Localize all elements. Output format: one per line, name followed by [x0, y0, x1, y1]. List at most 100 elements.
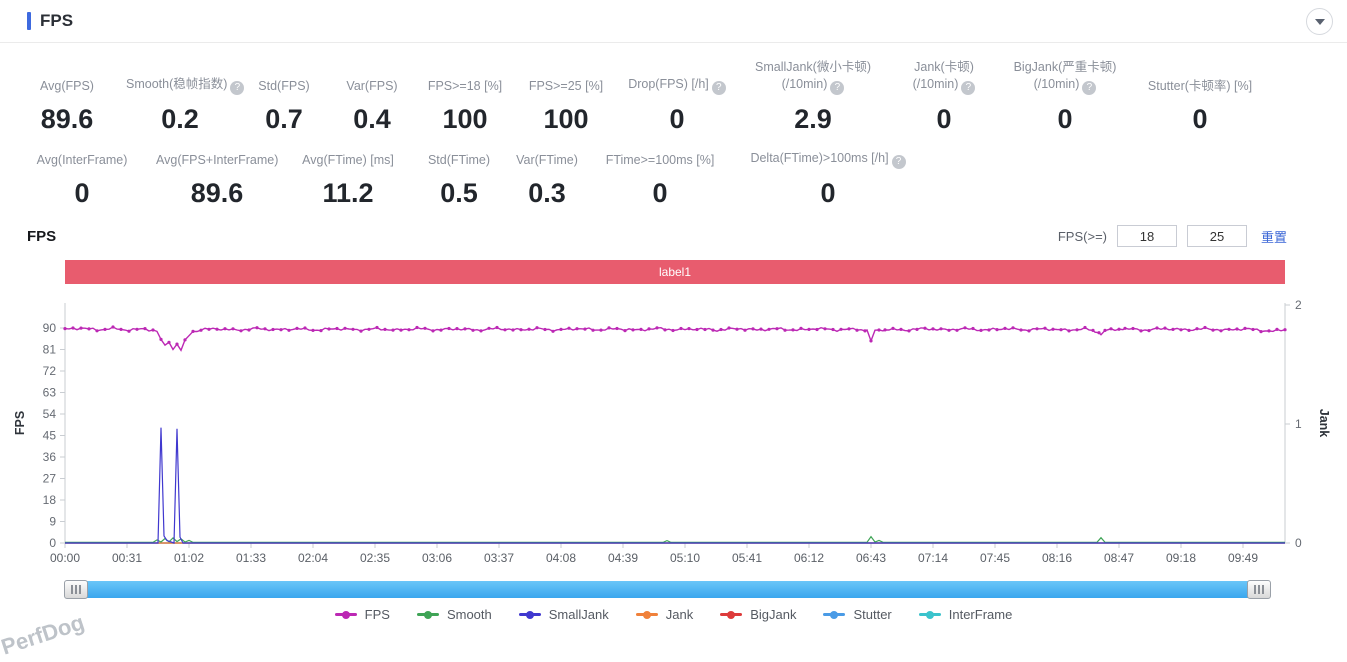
- legend-label: Smooth: [446, 607, 492, 622]
- stat-label: Delta(FTime)>100ms [/h]?: [734, 150, 922, 169]
- legend-label: InterFrame: [948, 607, 1013, 622]
- svg-text:18: 18: [43, 493, 57, 507]
- stat-label-line2: (/10min)?: [742, 76, 884, 95]
- help-icon[interactable]: ?: [830, 81, 845, 95]
- help-icon[interactable]: ?: [1082, 81, 1097, 95]
- svg-text:1: 1: [1295, 417, 1302, 431]
- slider-left-handle[interactable]: [64, 580, 88, 599]
- stat-label: Drop(FPS) [/h]?: [620, 76, 734, 95]
- help-icon[interactable]: ?: [230, 81, 245, 95]
- stat-value: 0: [652, 178, 668, 208]
- svg-text:01:02: 01:02: [174, 551, 204, 565]
- svg-text:36: 36: [43, 450, 57, 464]
- legend-item-jank[interactable]: Jank: [635, 607, 694, 622]
- fps-jank-chart[interactable]: 0 9 18 27 36 45 54 63 72 81 90 0 1 2 00:00 00:31 01:02 01…: [0, 288, 1347, 580]
- stat: Std(FPS) 0.7: [238, 61, 330, 134]
- svg-text:0: 0: [49, 536, 56, 550]
- legend-label: FPS: [364, 607, 390, 622]
- svg-text:06:43: 06:43: [856, 551, 886, 565]
- stat: SmallJank(微小卡顿) (/10min)? 2.9: [738, 59, 888, 134]
- collapse-button[interactable]: [1306, 7, 1333, 35]
- stat: Jank(卡顿) (/10min)? 0: [888, 59, 1000, 134]
- reset-link[interactable]: 重置: [1260, 229, 1287, 245]
- stat-value: 0.4: [353, 104, 391, 134]
- stat-label: Avg(FPS+InterFrame): [156, 153, 279, 167]
- svg-text:02:35: 02:35: [360, 551, 390, 565]
- svg-text:06:12: 06:12: [794, 551, 824, 565]
- svg-text:04:39: 04:39: [608, 551, 638, 565]
- legend-label: Jank: [665, 607, 694, 622]
- stat: Var(FPS) 0.4: [330, 61, 414, 134]
- svg-text:09:49: 09:49: [1228, 551, 1258, 565]
- svg-text:72: 72: [43, 364, 57, 378]
- legend-item-smooth[interactable]: Smooth: [416, 607, 492, 622]
- svg-text:63: 63: [43, 386, 57, 400]
- stats-summary: Avg(FPS) 89.6 Smooth(稳帧指数)? 0.2 Std(FPS) 0.7 V…: [0, 43, 1347, 208]
- fps-threshold-min-input[interactable]: [1116, 225, 1177, 247]
- stat-value: 2.9: [794, 104, 832, 134]
- legend-item-smalljank[interactable]: SmallJank: [518, 607, 609, 622]
- legend-item-stutter[interactable]: Stutter: [823, 607, 892, 622]
- stat: Stutter(卡顿率) [%] 0: [1130, 61, 1270, 134]
- svg-text:03:37: 03:37: [484, 551, 514, 565]
- legend-label: Stutter: [853, 607, 892, 622]
- svg-text:07:45: 07:45: [980, 551, 1010, 565]
- svg-text:Jank: Jank: [1317, 409, 1331, 438]
- svg-text:FPS: FPS: [13, 411, 27, 435]
- stat-value: 0: [669, 104, 685, 134]
- legend-item-fps[interactable]: FPS: [334, 607, 390, 622]
- svg-text:54: 54: [43, 407, 57, 421]
- time-range-slider[interactable]: [64, 580, 1271, 599]
- panel-header: FPS: [0, 0, 1347, 43]
- stat-label: FTime>=100ms [%]: [605, 153, 715, 167]
- series-smooth: [65, 535, 1286, 544]
- svg-text:01:33: 01:33: [236, 551, 266, 565]
- legend-marker: [518, 610, 541, 619]
- legend-item-bigjank[interactable]: BigJank: [720, 607, 796, 622]
- legend-marker: [918, 610, 941, 619]
- legend-marker: [823, 610, 846, 619]
- stat-label: Std(FPS): [258, 79, 310, 93]
- stat-label-line2: (/10min)?: [892, 76, 996, 95]
- stat: Std(FTime) 0.5: [414, 152, 504, 208]
- stat-label: Avg(InterFrame): [36, 153, 128, 167]
- legend-marker: [334, 610, 357, 619]
- stats-row-1: Avg(FPS) 89.6 Smooth(稳帧指数)? 0.2 Std(FPS) 0.7 V…: [12, 59, 1337, 134]
- stat-label: Std(FTime): [427, 153, 491, 167]
- stat-value: 0.7: [265, 104, 303, 134]
- fps-threshold-max-input[interactable]: [1186, 225, 1247, 247]
- stat-label: Jank(卡顿): [914, 60, 974, 74]
- svg-text:03:06: 03:06: [422, 551, 452, 565]
- stat-label-line2: (/10min)?: [1004, 76, 1126, 95]
- help-icon[interactable]: ?: [891, 155, 906, 169]
- slider-right-handle[interactable]: [1247, 580, 1271, 599]
- stat: Avg(FPS+InterFrame) 89.6: [152, 152, 282, 208]
- stat-label: FPS>=25 [%]: [528, 79, 604, 93]
- legend-item-interframe[interactable]: InterFrame: [918, 607, 1013, 622]
- chevron-down-icon: [1314, 19, 1325, 25]
- legend-label: BigJank: [750, 607, 797, 622]
- stat: Drop(FPS) [/h]? 0: [616, 61, 738, 134]
- help-icon[interactable]: ?: [711, 81, 726, 95]
- svg-text:09:18: 09:18: [1166, 551, 1196, 565]
- stat-label: Var(FPS): [346, 79, 398, 93]
- stat: FPS>=25 [%] 100: [516, 61, 616, 134]
- svg-text:04:08: 04:08: [546, 551, 576, 565]
- stat: Smooth(稳帧指数)? 0.2: [122, 61, 245, 134]
- stat-value: 0: [1192, 104, 1208, 134]
- stat-label: FPS>=18 [%]: [427, 79, 503, 93]
- fps-threshold-label: FPS(>=): [1057, 228, 1107, 244]
- svg-text:05:41: 05:41: [732, 551, 762, 565]
- svg-text:27: 27: [43, 472, 57, 486]
- stat-value: 0: [936, 104, 952, 134]
- stat-value: 0.2: [161, 104, 199, 134]
- stat: Avg(InterFrame) 0: [12, 152, 152, 208]
- svg-text:00:31: 00:31: [112, 551, 142, 565]
- label-bar-text: label1: [658, 265, 692, 279]
- svg-text:07:14: 07:14: [918, 551, 948, 565]
- svg-text:08:47: 08:47: [1104, 551, 1134, 565]
- stat-value: 0.3: [528, 178, 566, 208]
- stat: FPS>=18 [%] 100: [414, 61, 516, 134]
- help-icon[interactable]: ?: [961, 81, 976, 95]
- stat-label: SmallJank(微小卡顿): [755, 60, 871, 74]
